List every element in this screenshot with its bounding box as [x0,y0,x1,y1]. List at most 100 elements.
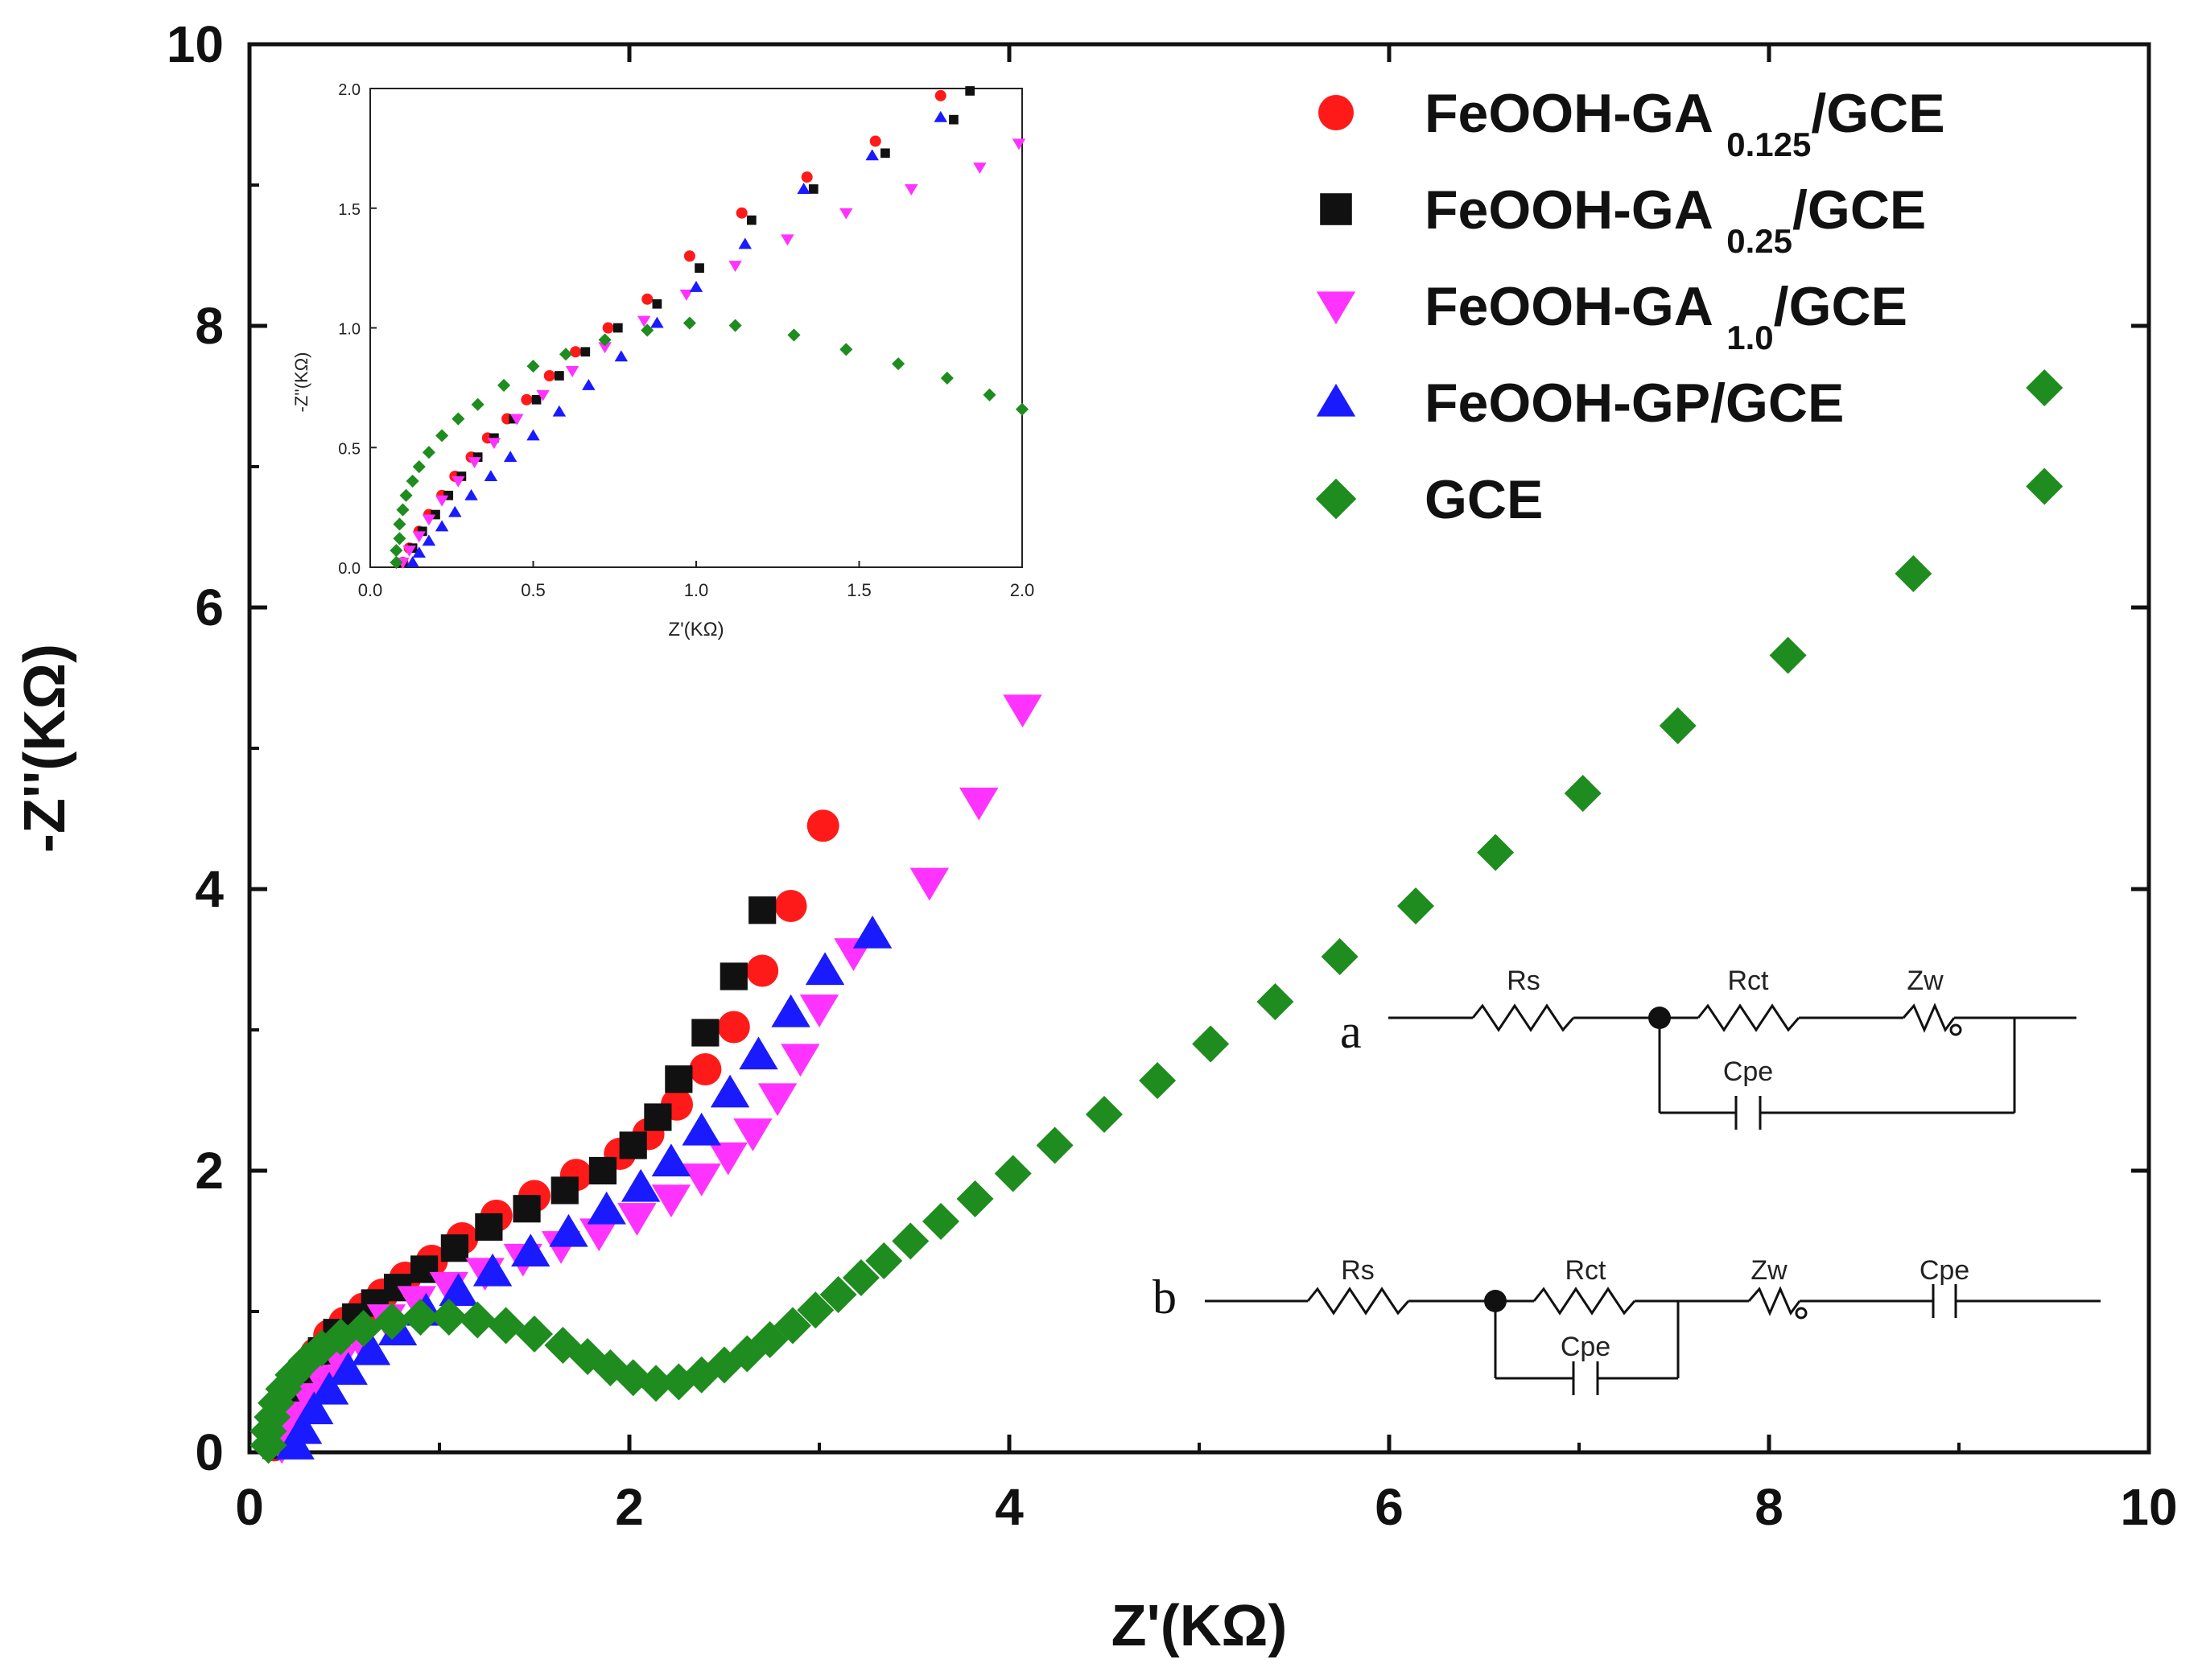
circuit-b-rs-label: Rs [1341,1255,1375,1286]
x-tick-label: 2 [615,1478,644,1536]
inset-data-point [682,316,696,330]
inset-data-point [614,350,629,362]
inset-data-point [598,333,612,347]
inset-data-point [503,451,518,463]
inset-data-point [402,546,416,558]
data-point [781,1044,820,1077]
data-point [475,1213,503,1241]
inset-data-point [521,393,533,406]
inset-x-tick-label: 1.0 [684,580,709,600]
data-point [1397,887,1435,924]
circuit-a: a Rs Rct Zw Cpe [1340,966,2076,1130]
data-point [665,1065,693,1093]
data-point [588,1156,617,1185]
circuit-b-warburg [1747,1286,1801,1316]
inset-data-point [393,532,406,546]
circuit-a-rct-label: Rct [1728,966,1770,996]
inset-y-tick-label: 2.0 [338,81,361,99]
inset-data-point [1012,138,1026,150]
y-tick-label: 8 [195,297,224,355]
legend-entry: GCE [1315,469,1543,530]
inset-data-point [406,474,419,488]
data-point [1769,636,1807,674]
main-x-axis-title: Z'(KΩ) [1111,1594,1288,1658]
data-point [682,1112,721,1146]
inset-data-point [738,237,752,249]
inset-y-axis-title: -Z''(KΩ) [291,352,311,413]
data-point [373,1303,410,1340]
data-point [739,1036,778,1070]
inset-data-point [393,517,406,531]
inset-data-point [747,215,757,225]
inset-data-point [526,429,540,441]
y-tick-label: 10 [167,15,224,73]
circuit-b-letter: b [1153,1270,1177,1324]
data-point [773,1307,811,1344]
inset-data-point [487,438,501,450]
data-point [959,787,999,821]
data-point [2026,369,2064,406]
legend-label: FeOOH-GP/GCE [1425,373,1844,434]
inset-data-point [406,556,419,568]
series-gce [249,369,2064,1464]
data-point [472,1253,513,1287]
data-point [865,1242,903,1279]
circuit-a-cpe-label: Cpe [1723,1056,1773,1087]
inset-data-point [555,371,564,381]
inset-data-point [497,378,511,392]
inset-data-point [880,148,890,159]
inset-x-tick-label: 2.0 [1010,580,1035,600]
data-point [621,1168,661,1202]
data-point [1564,775,1602,812]
y-tick-label: 6 [195,579,224,636]
data-point [746,954,779,987]
circuit-a-zw-label: Zw [1907,966,1944,996]
data-point [892,1222,930,1260]
inset-data-point [464,488,478,500]
data-point [842,1259,880,1296]
y-tick-label: 2 [195,1142,224,1200]
data-point [439,1273,478,1307]
inset-data-point [736,207,748,219]
data-point [757,1083,798,1117]
inset-data-point [448,505,462,517]
data-point [682,1163,721,1196]
inset-series-feooh-gp-gce [406,110,947,568]
x-tick-label: 4 [995,1478,1024,1536]
inset-data-point [965,86,975,96]
inset-data-point [390,544,403,558]
data-point [1192,1025,1230,1063]
series-feooh-gp-gce [275,915,893,1460]
inset-data-point [973,163,987,175]
circuit-b-rs-resistor [1306,1287,1410,1316]
legend-marker [1315,478,1357,520]
data-point [922,1203,960,1240]
circuit-b-cpe1-label: Cpe [1561,1332,1610,1362]
main-ticks: 0 2 4 6 8 10 0 2 4 6 8 10 [167,15,2178,1536]
circuit-b: b Rs Rct Zw Cpe Cpe [1153,1255,2101,1395]
inset-data-point [983,388,996,401]
inset-data-point [695,263,704,273]
circuit-b-zw-label: Zw [1750,1255,1788,1286]
data-point [994,1155,1032,1192]
inset-y-tick-label: 1.5 [338,201,361,219]
data-point [550,1176,579,1204]
legend-marker [1316,291,1356,325]
inset-data-point [934,110,947,122]
data-point [587,1191,626,1225]
inset-data-point [412,460,426,474]
data-point [619,1131,647,1159]
inset-data-point [602,322,614,334]
inset-x-axis-title: Z'(KΩ) [668,619,724,640]
inset-data-point [559,348,573,361]
inset-data-point [435,495,449,507]
inset-data-point [435,520,449,532]
inset-data-point [468,457,481,468]
legend-entry: FeOOH-GP/GCE [1316,373,1844,434]
data-point [1036,1126,1074,1164]
inset-data-point [552,405,567,417]
inset-data-point [598,342,612,354]
inset-data-point [839,343,853,356]
data-point [805,952,845,986]
